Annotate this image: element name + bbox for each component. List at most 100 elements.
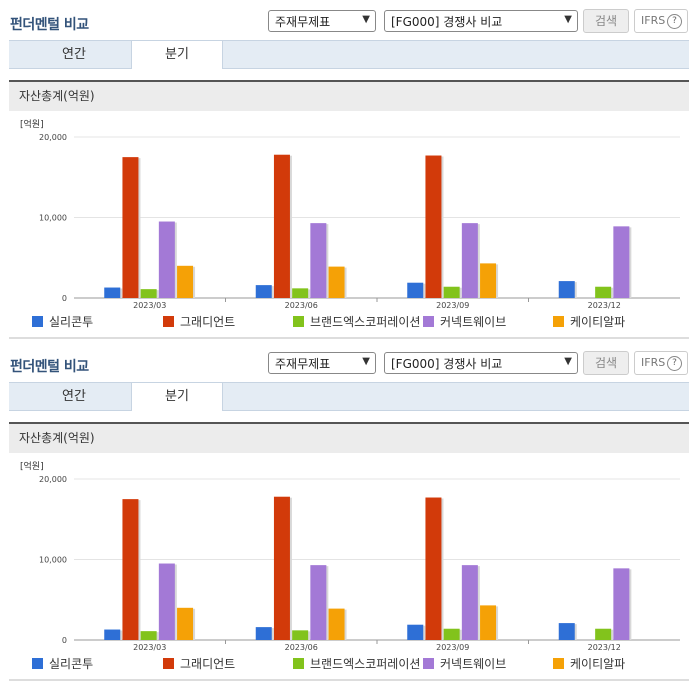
bar [158,563,175,640]
statement-type-select[interactable]: 주재무제표 ▼ [268,10,376,32]
bar [480,263,497,298]
legend-item[interactable]: 그래디언트 [163,655,235,672]
legend-label: 커넥트웨이브 [440,657,507,671]
bar [425,497,442,640]
legend-item[interactable]: 브랜드엑스코퍼레이션 [293,313,420,330]
legend-item[interactable]: 실리콘투 [32,655,93,672]
statement-type-value: 주재무제표 [275,357,331,371]
legend-label: 실리콘투 [49,315,94,329]
x-tick-label: 2023/09 [436,301,469,310]
help-icon: ? [667,14,682,29]
legend-swatch [163,658,174,669]
legend-label: 그래디언트 [180,315,236,329]
search-button[interactable]: 검색 [583,9,629,33]
bar [407,282,424,298]
bar [461,565,478,640]
legend-label: 커넥트웨이브 [440,315,507,329]
legend-label: 브랜드엑스코퍼레이션 [310,657,421,671]
fundamental-panel-1: 펀더멘털 비교 주재무제표 ▼ [FG000] 경쟁사 비교 ▼ 검색 IFRS… [0,9,696,339]
legend-swatch [32,316,43,327]
legend-item[interactable]: 브랜드엑스코퍼레이션 [293,655,420,672]
bar [328,608,345,640]
search-button[interactable]: 검색 [583,351,629,375]
bar [158,221,175,298]
peer-group-value: [FG000] 경쟁사 비교 [391,15,503,29]
bar [595,286,612,298]
bar [407,624,424,640]
bar [122,157,139,298]
legend-item[interactable]: 케이티알파 [553,313,625,330]
bar [443,286,460,298]
bar [328,266,345,298]
bar [613,568,630,640]
chart-legend: 실리콘투 그래디언트 브랜드엑스코퍼레이션 커넥트웨이브 케이티알파 [0,313,696,331]
legend-swatch [553,316,564,327]
legend-item[interactable]: 커넥트웨이브 [423,655,506,672]
tab-quarterly[interactable]: 분기 [131,382,223,411]
legend-swatch [293,316,304,327]
divider [9,337,689,339]
fundamental-panel-2: 펀더멘털 비교 주재무제표 ▼ [FG000] 경쟁사 비교 ▼ 검색 IFRS… [0,342,696,684]
tab-annual[interactable]: 연간 [62,389,86,404]
tab-annual[interactable]: 연간 [62,47,86,62]
legend-label: 그래디언트 [180,657,236,671]
bar [140,289,157,298]
bar [558,623,575,640]
bar [273,154,290,298]
y-tick-label: 10,000 [39,214,67,223]
legend-item[interactable]: 실리콘투 [32,313,93,330]
x-tick-label: 2023/12 [588,643,621,652]
chart-legend: 실리콘투 그래디언트 브랜드엑스코퍼레이션 커넥트웨이브 케이티알파 [0,655,696,673]
bar [425,155,442,298]
total-assets-chart: [억원] 0 10,000 20,000 2023/03 2023/06 2023/09 20… [20,460,680,652]
unit-label: [억원] [20,118,44,130]
legend-item[interactable]: 케이티알파 [553,655,625,672]
bar [480,605,497,640]
ifrs-button[interactable]: IFRS ? [634,9,688,33]
x-tick-label: 2023/12 [588,301,621,310]
bar [292,630,309,640]
chevron-down-icon: ▼ [564,14,572,25]
legend-item[interactable]: 커넥트웨이브 [423,313,506,330]
bar [255,285,272,298]
divider [9,679,689,681]
bar [104,629,121,640]
section-title: 자산총계(억원) [9,422,689,453]
bar [558,281,575,298]
chevron-down-icon: ▼ [362,356,370,367]
statement-type-value: 주재무제표 [275,15,331,29]
legend-swatch [423,658,434,669]
ifrs-button[interactable]: IFRS ? [634,351,688,375]
x-tick-label: 2023/03 [133,301,166,310]
bar [255,627,272,640]
ifrs-label: IFRS [641,14,666,27]
x-tick-label: 2023/06 [285,301,318,310]
help-icon: ? [667,356,682,371]
peer-group-select[interactable]: [FG000] 경쟁사 비교 ▼ [384,10,578,32]
bar [177,265,194,298]
y-tick-label: 0 [62,294,67,303]
bar [104,287,121,298]
statement-type-select[interactable]: 주재무제표 ▼ [268,352,376,374]
y-tick-label: 20,000 [39,133,67,142]
section-title: 자산총계(억원) [9,80,689,111]
legend-swatch [32,658,43,669]
bar [595,628,612,640]
bar [140,631,157,640]
panel-title: 펀더멘털 비교 [10,359,89,375]
bar [273,496,290,640]
legend-item[interactable]: 그래디언트 [163,313,235,330]
chevron-down-icon: ▼ [362,14,370,25]
total-assets-chart: [억원] 0 10,000 20,000 2023/03 2023/06 2023/09 20… [20,118,680,310]
bar [461,223,478,298]
peer-group-select[interactable]: [FG000] 경쟁사 비교 ▼ [384,352,578,374]
period-tabs: 연간 분기 [9,40,689,69]
bar [122,499,139,640]
tab-quarterly[interactable]: 분기 [131,40,223,69]
bar [613,226,630,298]
legend-swatch [163,316,174,327]
x-tick-label: 2023/03 [133,643,166,652]
x-tick-label: 2023/06 [285,643,318,652]
y-tick-label: 20,000 [39,475,67,484]
ifrs-label: IFRS [641,356,666,369]
